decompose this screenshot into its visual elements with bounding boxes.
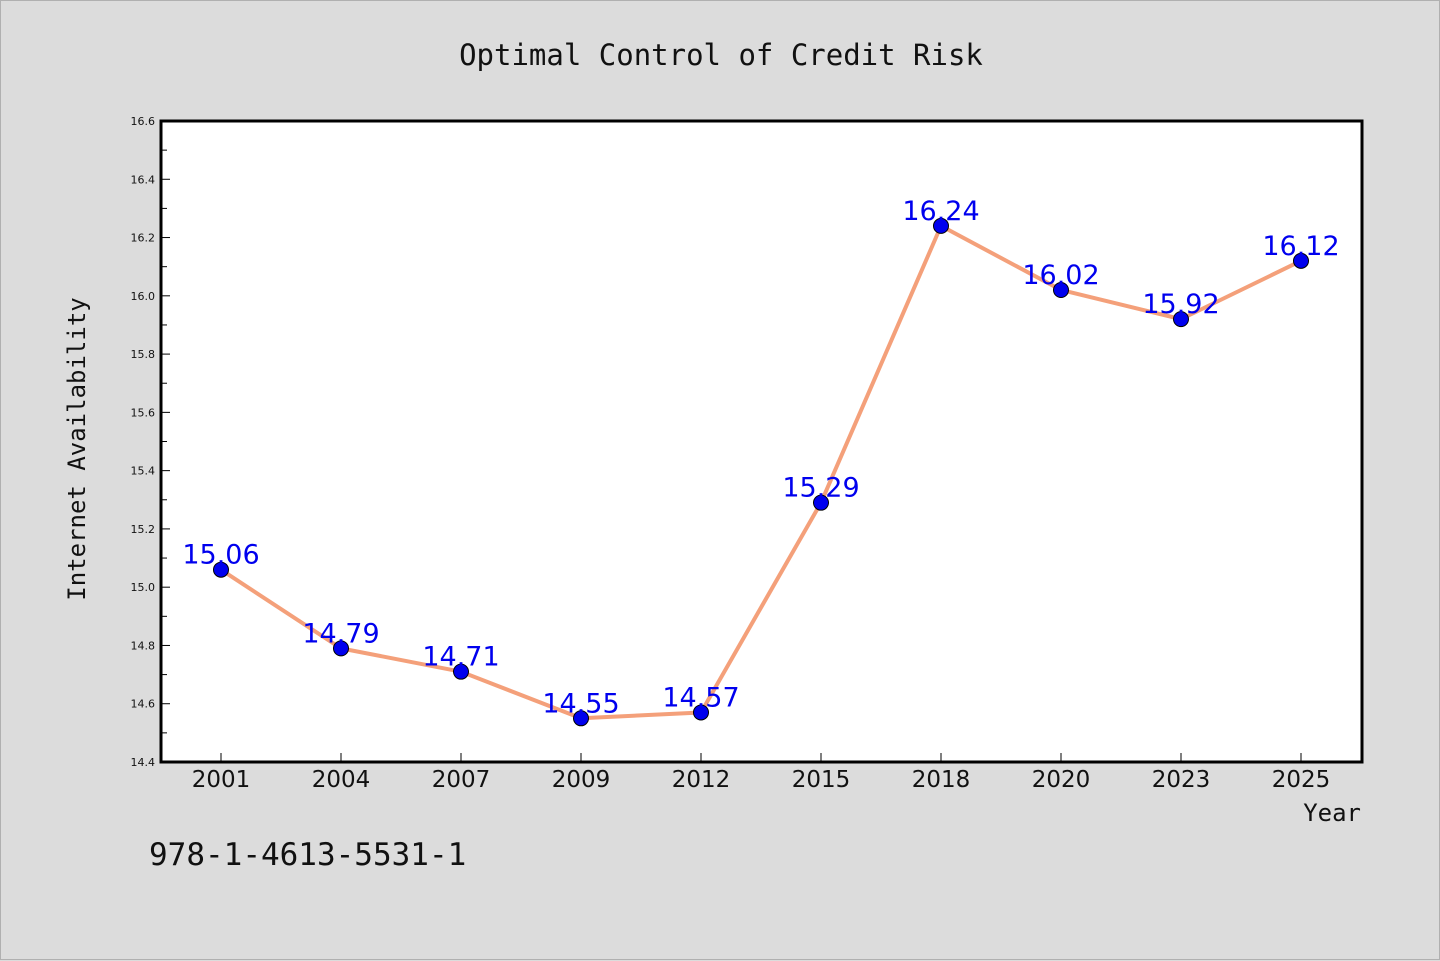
data-point-label: 14.55 [542, 688, 619, 719]
x-tick-label: 2004 [312, 767, 371, 793]
x-tick-label: 2009 [552, 767, 611, 793]
y-tick-label: 14.6 [131, 698, 156, 711]
plot-area [159, 119, 1364, 764]
isbn-text: 978-1-4613-5531-1 [149, 837, 466, 873]
y-tick-label: 15.2 [131, 523, 156, 536]
x-tick-label: 2001 [192, 767, 251, 793]
x-tick-label: 2007 [432, 767, 491, 793]
data-point-label: 14.79 [302, 618, 379, 649]
data-point-label: 15.06 [182, 540, 259, 571]
y-tick-label: 14.8 [131, 639, 156, 652]
y-axis-label: Internet Availability [63, 297, 91, 600]
y-tick-label: 15.4 [131, 465, 156, 478]
y-tick-label: 16.2 [131, 232, 156, 245]
data-point-label: 14.57 [662, 682, 739, 713]
data-point-label: 16.12 [1262, 231, 1339, 262]
x-axis-label: Year [1303, 799, 1361, 827]
data-point-label: 16.02 [1022, 260, 1099, 291]
y-tick-label: 14.4 [131, 756, 156, 769]
y-tick-label: 16.4 [131, 173, 156, 186]
y-tick-label: 16.6 [131, 115, 156, 128]
data-point-marker [333, 640, 349, 657]
x-tick-label: 2025 [1272, 767, 1331, 793]
data-point-marker [1293, 252, 1309, 269]
data-point-marker [1053, 281, 1069, 298]
y-tick-label: 16.0 [131, 290, 156, 303]
x-tick-label: 2023 [1152, 767, 1211, 793]
data-point-marker [813, 494, 829, 511]
data-point-marker [573, 710, 589, 727]
data-point-marker [1173, 311, 1189, 328]
series-line [219, 223, 1302, 721]
x-axis: 2001 2004 2007 2009 2012 2015 2018 2020 2023 2025 [192, 753, 1331, 793]
data-point-label: 15.29 [782, 473, 859, 504]
y-tick-label: 15.6 [131, 406, 156, 419]
data-labels: 15.06 14.79 14.71 14.55 14.57 15.29 16.24 16.02… [182, 196, 1339, 719]
y-tick-label: 15.8 [131, 348, 156, 361]
series-group [213, 217, 1309, 727]
x-tick-label: 2018 [912, 767, 971, 793]
data-point-marker [693, 704, 709, 721]
x-tick-label: 2015 [792, 767, 851, 793]
data-point-label: 14.71 [422, 642, 499, 673]
x-tick-label: 2020 [1032, 767, 1091, 793]
data-point-label: 15.92 [1142, 289, 1219, 320]
y-tick-label: 15.0 [131, 581, 156, 594]
data-point-marker [213, 561, 229, 578]
data-point-label: 16.24 [902, 196, 979, 227]
x-tick-label: 2012 [672, 767, 731, 793]
y-axis: 14.4 14.6 14.8 15.0 15.2 15.4 15.6 15.8 16.0 16.2… [131, 115, 170, 769]
data-point-marker [453, 663, 469, 680]
data-point-marker [933, 217, 949, 234]
chart-title: Optimal Control of Credit Risk [459, 38, 983, 72]
